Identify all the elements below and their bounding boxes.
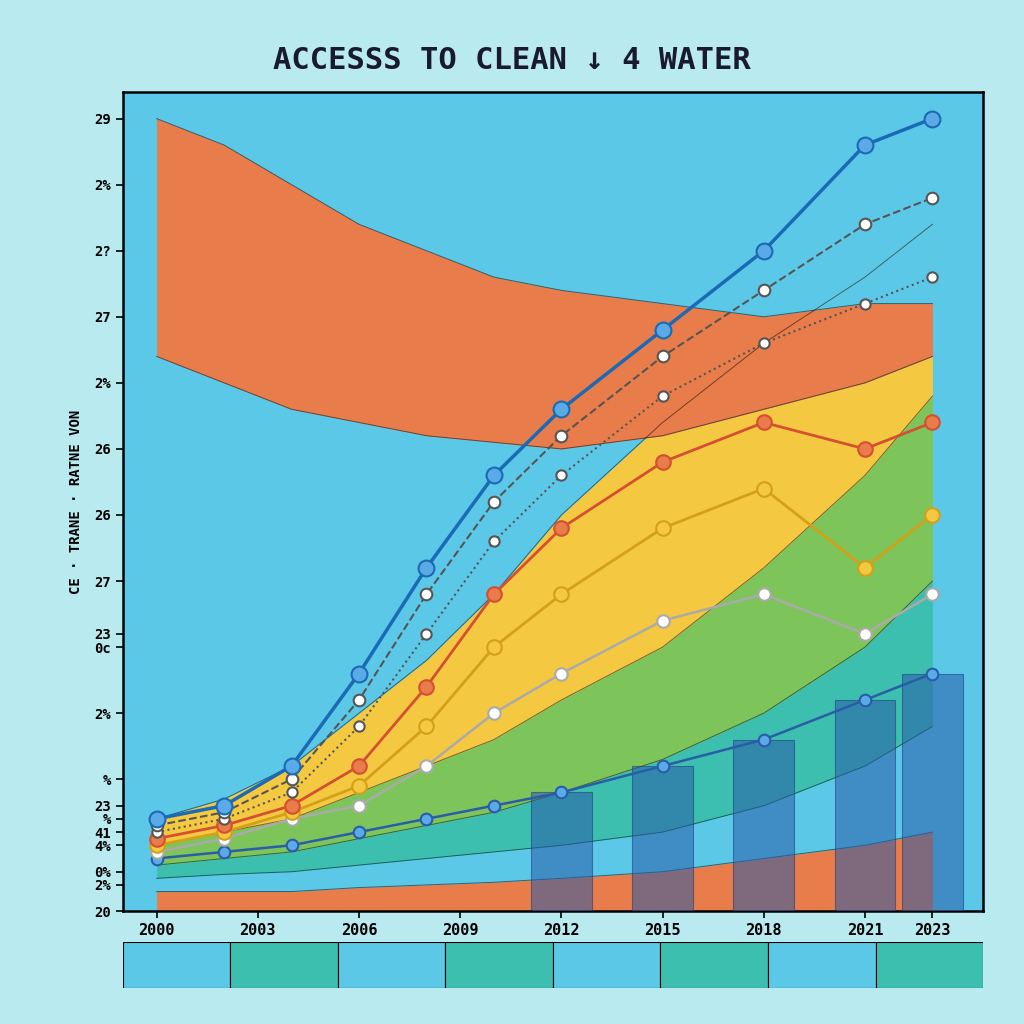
Bar bbox=[230, 942, 338, 988]
Point bbox=[485, 705, 502, 721]
Point bbox=[284, 758, 300, 774]
Point bbox=[418, 758, 434, 774]
Point bbox=[418, 586, 434, 602]
Point bbox=[418, 626, 434, 642]
Bar bbox=[338, 942, 445, 988]
Point bbox=[756, 480, 772, 497]
Point bbox=[351, 777, 368, 794]
Point bbox=[654, 758, 671, 774]
Point bbox=[284, 804, 300, 820]
Point bbox=[284, 811, 300, 827]
Point bbox=[857, 216, 873, 232]
Point bbox=[553, 520, 569, 537]
Point bbox=[654, 388, 671, 404]
Bar bbox=[733, 739, 795, 911]
Bar bbox=[632, 766, 693, 911]
Point bbox=[925, 507, 941, 523]
Point bbox=[148, 850, 165, 866]
Point bbox=[485, 467, 502, 483]
Point bbox=[654, 612, 671, 629]
Point bbox=[148, 830, 165, 847]
Point bbox=[925, 189, 941, 206]
Point bbox=[756, 283, 772, 299]
Point bbox=[553, 586, 569, 602]
Bar bbox=[902, 674, 963, 911]
Bar bbox=[768, 942, 876, 988]
Point bbox=[485, 586, 502, 602]
Point bbox=[148, 824, 165, 841]
Point bbox=[925, 415, 941, 431]
Point bbox=[351, 798, 368, 814]
Point bbox=[216, 824, 232, 841]
Point bbox=[553, 401, 569, 418]
Point bbox=[148, 811, 165, 827]
Point bbox=[148, 837, 165, 853]
Point bbox=[756, 586, 772, 602]
Point bbox=[654, 348, 671, 365]
Point bbox=[553, 427, 569, 443]
Point bbox=[756, 243, 772, 259]
Point bbox=[857, 560, 873, 577]
Point bbox=[654, 454, 671, 470]
Point bbox=[553, 666, 569, 682]
Point bbox=[654, 322, 671, 338]
Point bbox=[857, 626, 873, 642]
Point bbox=[284, 784, 300, 801]
Point bbox=[485, 639, 502, 655]
Bar bbox=[123, 942, 230, 988]
Point bbox=[857, 295, 873, 311]
Point bbox=[553, 467, 569, 483]
Point bbox=[925, 586, 941, 602]
Point bbox=[756, 731, 772, 748]
Point bbox=[485, 534, 502, 550]
Point bbox=[216, 811, 232, 827]
Point bbox=[857, 137, 873, 154]
Point bbox=[925, 111, 941, 127]
Point bbox=[284, 771, 300, 787]
Point bbox=[284, 837, 300, 853]
Point bbox=[485, 494, 502, 510]
Point bbox=[418, 718, 434, 734]
Bar bbox=[445, 942, 553, 988]
Point bbox=[148, 844, 165, 860]
Point bbox=[216, 817, 232, 834]
Bar bbox=[660, 942, 768, 988]
Point bbox=[351, 824, 368, 841]
Point bbox=[216, 804, 232, 820]
Point bbox=[418, 811, 434, 827]
Text: ACCESSS TO CLEAN ↓ 4 WATER: ACCESSS TO CLEAN ↓ 4 WATER bbox=[273, 46, 751, 75]
Point bbox=[654, 520, 671, 537]
Point bbox=[418, 679, 434, 695]
Bar bbox=[876, 942, 983, 988]
Point bbox=[857, 692, 873, 709]
Point bbox=[351, 666, 368, 682]
Point bbox=[857, 440, 873, 457]
Bar bbox=[531, 793, 592, 911]
Point bbox=[925, 269, 941, 286]
Point bbox=[216, 798, 232, 814]
Point bbox=[216, 830, 232, 847]
Point bbox=[284, 798, 300, 814]
Y-axis label: CE · TRANE · RATNE VON: CE · TRANE · RATNE VON bbox=[70, 410, 83, 594]
Point bbox=[925, 666, 941, 682]
Point bbox=[351, 692, 368, 709]
Bar bbox=[835, 700, 895, 911]
Point bbox=[756, 415, 772, 431]
Point bbox=[756, 335, 772, 351]
Point bbox=[418, 560, 434, 577]
Point bbox=[351, 758, 368, 774]
Bar bbox=[553, 942, 660, 988]
Point bbox=[148, 817, 165, 834]
Point bbox=[553, 784, 569, 801]
Point bbox=[216, 844, 232, 860]
Point bbox=[351, 718, 368, 734]
Point bbox=[485, 798, 502, 814]
